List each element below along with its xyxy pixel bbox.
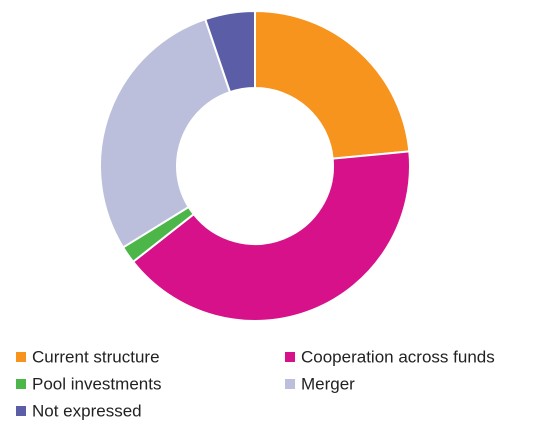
donut-segment (131, 150, 411, 322)
legend-swatch (285, 352, 295, 362)
legend-label: Cooperation across funds (301, 347, 495, 366)
legend-swatch (285, 379, 295, 389)
legend-label: Not expressed (32, 401, 142, 420)
donut-segment (99, 17, 232, 249)
legend-swatch (16, 406, 26, 416)
legend-swatch (16, 379, 26, 389)
legend-label: Merger (301, 374, 355, 393)
donut-segment (203, 9, 256, 94)
legend-label: Current structure (32, 347, 160, 366)
legend-swatch (16, 352, 26, 362)
legend-label: Pool investments (32, 374, 161, 393)
donut-segment (254, 9, 411, 160)
